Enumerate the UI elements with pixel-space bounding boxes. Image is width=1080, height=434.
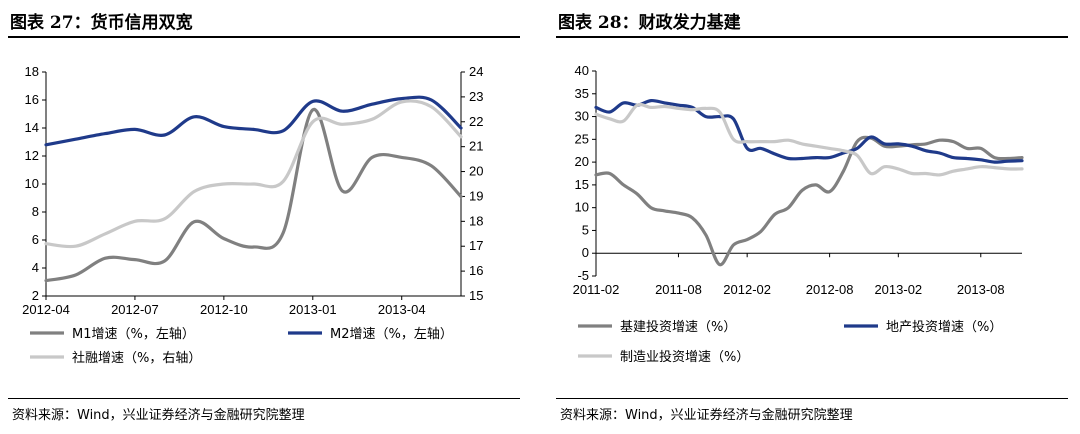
y-tick-label: 10 (575, 200, 589, 215)
y-tick-label: -5 (577, 268, 589, 283)
x-tick-label: 2013-08 (957, 282, 1005, 297)
legend-label: M1增速（%，左轴） (72, 327, 195, 342)
y-tick-label: 20 (575, 154, 589, 169)
x-tick-label: 2012-07 (111, 302, 159, 317)
y-tick-label: 18 (25, 64, 39, 79)
figure-title: 图表 28：财政发力基建 (558, 13, 741, 33)
series-line-0 (44, 108, 463, 283)
y-tick-label: 14 (25, 120, 39, 135)
title-rule (8, 36, 520, 38)
series-line-2 (594, 102, 1024, 177)
series-line-0 (594, 135, 1024, 267)
legend-label: 制造业投资增速（%） (620, 349, 749, 365)
series-line-1 (594, 98, 1024, 164)
series-line-1 (44, 95, 463, 147)
x-tick-label: 2011-02 (573, 282, 620, 297)
y-tick-label: 2 (32, 288, 39, 303)
y2-tick-label: 15 (469, 288, 483, 303)
x-tick-label: 2013-02 (874, 282, 922, 297)
y-tick-label: 8 (32, 204, 39, 219)
chart-svg-left: 24681012141618151617181920212223242012-0… (22, 64, 483, 366)
y2-tick-label: 20 (469, 164, 483, 179)
legend-label: M2增速（%，左轴） (330, 327, 453, 342)
y2-tick-label: 18 (469, 213, 483, 228)
chart-panel-left: 图表 27：货币信用双宽 2 4 6 8 10 12 14 16 18 15 16 17 18 19 20 2… (0, 0, 530, 434)
chart-panel-right: 图表 28：财政发力基建 -5 0 5 10 15 20 25 30 35 40 2011-02 20… (548, 0, 1080, 434)
y-tick-label: 5 (582, 222, 589, 237)
series-line-2 (44, 99, 463, 249)
chart-svg-right: -5 0 5 10 15 20 25 30 35 40 2011-02 2011-08 2012-02 2… (573, 63, 1024, 365)
y-tick-label: 25 (575, 131, 589, 146)
title-rule (556, 36, 1068, 38)
y2-tick-label: 16 (469, 263, 483, 278)
y2-tick-label: 24 (469, 64, 483, 79)
y-tick-label: 16 (25, 92, 39, 107)
y2-tick-label: 23 (469, 89, 483, 104)
y-tick-label: 35 (575, 86, 589, 101)
y-tick-label: 4 (32, 260, 39, 275)
y-tick-label: 0 (582, 245, 589, 260)
y-tick-label: 6 (32, 232, 39, 247)
source-note: 资料来源：Wind，兴业证券经济与金融研究院整理 (12, 408, 305, 423)
figure-title: 图表 27：货币信用双宽 (10, 13, 193, 33)
source-note: 资料来源：Wind，兴业证券经济与金融研究院整理 (560, 408, 853, 423)
legend-label: 地产投资增速（%） (886, 319, 1002, 335)
y-tick-label: 12 (25, 148, 39, 163)
source-rule (556, 398, 1068, 399)
y2-tick-label: 21 (469, 139, 483, 154)
legend-label: 社融增速（%，右轴） (72, 350, 201, 366)
y2-tick-label: 17 (469, 238, 483, 253)
y-tick-label: 40 (575, 63, 589, 78)
x-tick-label: 2012-10 (200, 302, 248, 317)
y-tick-label: 30 (575, 109, 589, 124)
y2-tick-label: 22 (469, 114, 483, 129)
source-rule (8, 398, 520, 399)
x-tick-label: 2011-08 (655, 282, 702, 297)
y-tick-label: 15 (575, 177, 589, 192)
x-tick-label: 2013-01 (289, 302, 337, 317)
x-tick-label: 2013-04 (378, 302, 426, 317)
legend-label: 基建投资增速（%） (620, 319, 736, 335)
y2-tick-label: 19 (469, 188, 483, 203)
x-tick-label: 2012-08 (806, 282, 854, 297)
y-tick-label: 10 (25, 176, 39, 191)
x-tick-label: 2012-02 (723, 282, 771, 297)
x-tick-label: 2012-04 (22, 302, 70, 317)
